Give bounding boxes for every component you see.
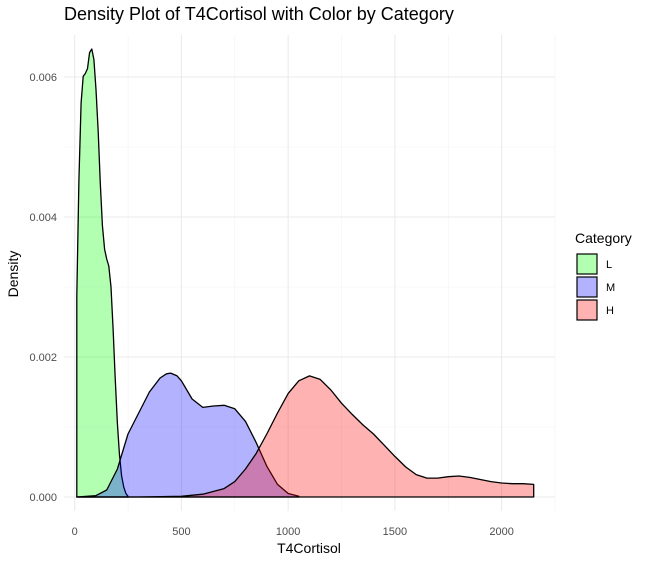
legend-key-M [576,276,598,298]
x-tick-label: 2000 [489,526,513,538]
y-axis-title: Density [5,251,21,298]
x-tick-labels: 0 500 1000 1500 2000 [72,526,514,538]
y-tick-label: 0.000 [29,492,57,504]
x-tick-label: 500 [172,526,190,538]
x-tick-label: 1500 [383,526,407,538]
legend-title: Category [575,230,632,246]
legend-key-bg [577,300,597,320]
legend-items: LMH [576,253,615,321]
density-areas [76,48,535,498]
grid-minor [64,35,556,511]
legend-key-L [576,253,598,275]
x-axis-title: T4Cortisol [277,540,341,556]
x-tick-label: 1000 [276,526,300,538]
legend-label-H: H [606,305,614,317]
legend-key-bg [577,277,597,297]
legend-label-L: L [606,259,612,271]
legend-key-bg [577,254,597,274]
y-tick-label: 0.006 [29,72,57,84]
chart-title: Density Plot of T4Cortisol with Color by… [64,4,454,24]
legend: Category LMH [575,230,632,321]
density-area-L [76,48,129,498]
y-tick-label: 0.004 [29,212,57,224]
density-area-H [76,375,535,498]
legend-label-M: M [606,282,615,294]
x-tick-label: 0 [72,526,78,538]
legend-key-H [576,299,598,321]
y-tick-labels: 0.000 0.002 0.004 0.006 [29,72,57,504]
density-area-M [76,372,300,498]
y-tick-label: 0.002 [29,352,57,364]
